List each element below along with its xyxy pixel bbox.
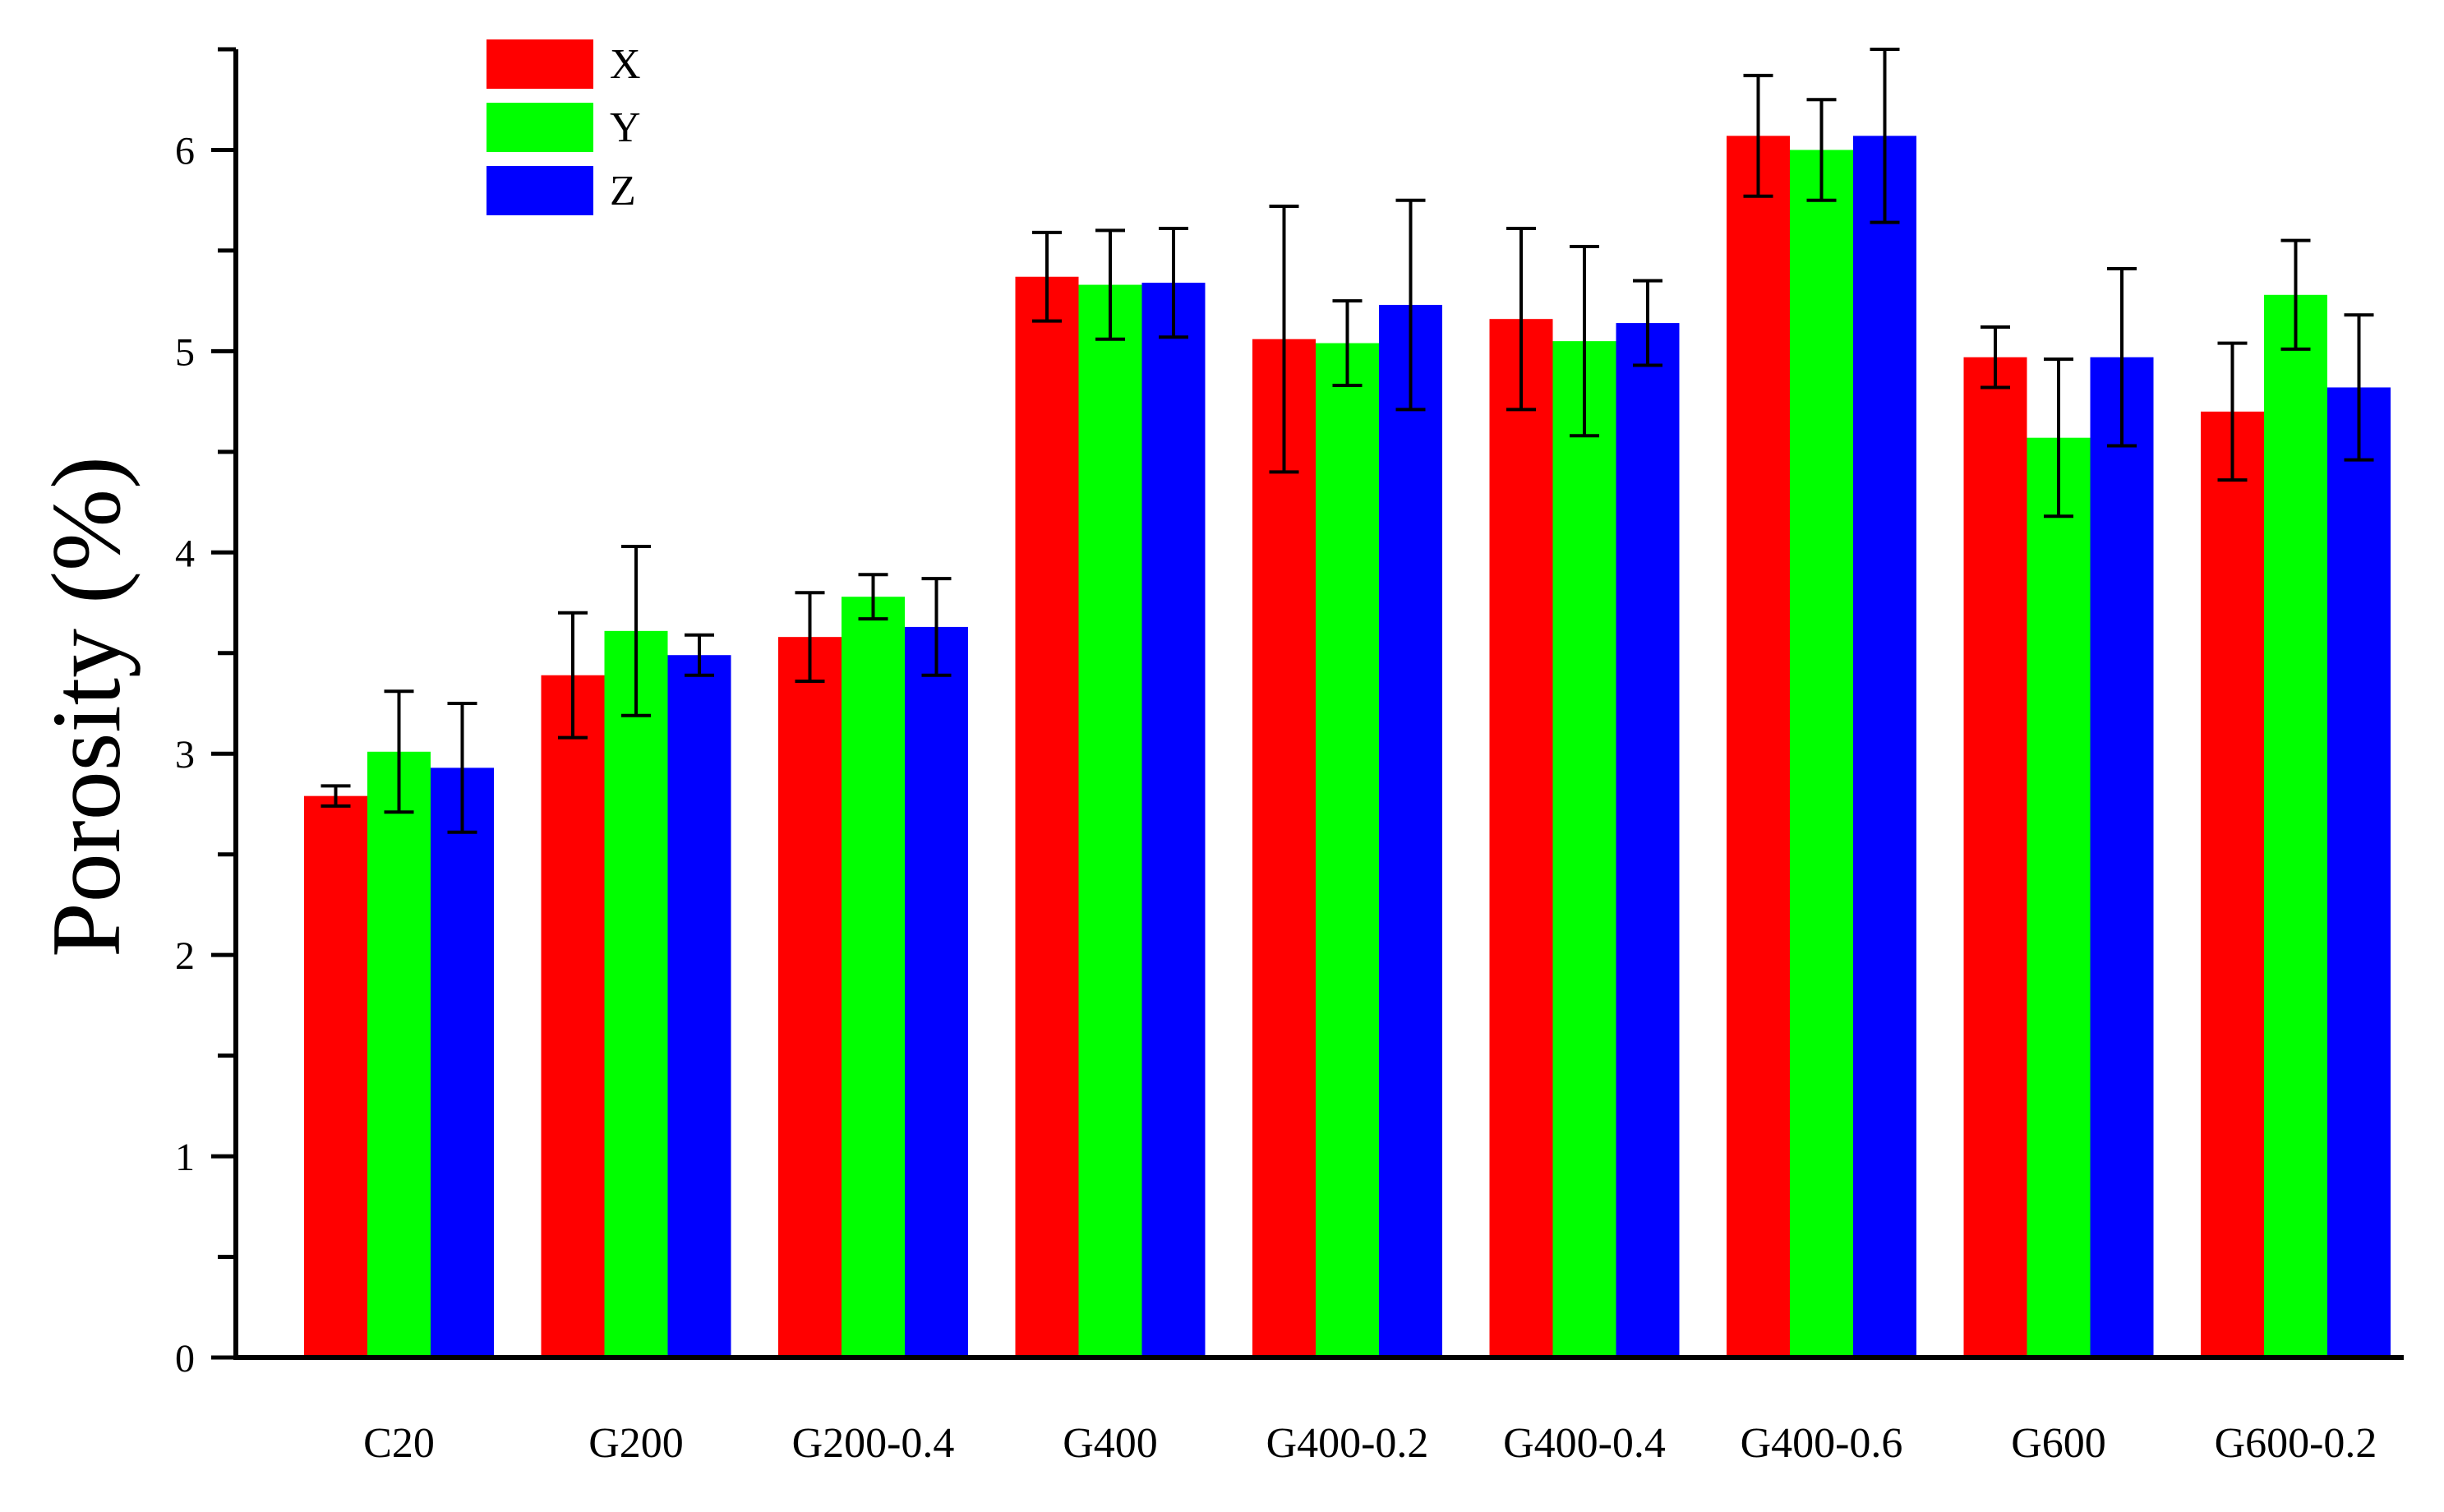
bar-x-g400-0.4 <box>1489 319 1553 1358</box>
bar-z-g400-0.2 <box>1379 305 1442 1358</box>
bar-y-g200 <box>604 630 668 1358</box>
y-tick-label-3: 3 <box>175 733 195 777</box>
bar-z-g200-0.4 <box>905 626 968 1358</box>
bar-z-g400-0.6 <box>1853 136 1916 1358</box>
legend-swatch-x <box>486 39 593 89</box>
bar-x-g200-0.4 <box>778 637 842 1358</box>
y-tick-label-0: 0 <box>175 1337 195 1381</box>
x-category-label-c20: C20 <box>363 1420 435 1467</box>
bar-z-g600-0.2 <box>2327 387 2391 1358</box>
bar-y-g400-0.4 <box>1552 341 1616 1358</box>
bar-x-g400-0.2 <box>1252 339 1316 1358</box>
bar-y-g400 <box>1078 284 1142 1358</box>
y-tick-label-1: 1 <box>175 1136 195 1179</box>
y-axis-title: Porosity (%) <box>31 456 141 957</box>
bar-x-g600 <box>1963 357 2027 1358</box>
legend-swatch-y <box>486 103 593 152</box>
x-category-label-g200: G200 <box>588 1420 684 1467</box>
axes-layer <box>211 47 2404 1360</box>
legend-label-x: X <box>610 41 641 88</box>
x-category-labels: C20 G200 G200-0.4 G400 G400-0.2 G400-0.4 G400-… <box>363 1420 2377 1467</box>
bar-y-g600 <box>2027 437 2091 1358</box>
bar-z-g600 <box>2090 357 2154 1358</box>
x-category-label-g600: G600 <box>2011 1420 2106 1467</box>
bar-z-g200 <box>667 655 731 1358</box>
bar-x-c20 <box>304 795 367 1358</box>
bar-z-g400-0.4 <box>1616 323 1680 1358</box>
x-category-label-g400-0.2: G400-0.2 <box>1266 1420 1429 1467</box>
bar-z-c20 <box>431 768 494 1358</box>
legend-label-z: Z <box>610 168 636 214</box>
bar-y-g200-0.4 <box>842 597 905 1358</box>
error-bars-layer <box>320 48 2374 834</box>
bar-z-g400 <box>1141 283 1206 1358</box>
legend-swatch-z <box>486 166 593 215</box>
y-tick-label-5: 5 <box>175 330 195 374</box>
x-category-label-g400-0.6: G400-0.6 <box>1741 1420 1903 1467</box>
x-category-label-g200-0.4: G200-0.4 <box>792 1420 955 1467</box>
bar-x-g400 <box>1015 276 1079 1358</box>
y-tick-label-4: 4 <box>175 532 195 575</box>
bars-layer <box>304 136 2391 1358</box>
legend-label-y: Y <box>610 104 641 151</box>
bar-y-c20 <box>367 751 431 1358</box>
x-category-label-g400-0.4: G400-0.4 <box>1503 1420 1666 1467</box>
legend: XYZ <box>486 39 641 215</box>
bar-x-g600-0.2 <box>2201 411 2264 1358</box>
bar-x-g200 <box>541 675 605 1358</box>
x-category-label-g400: G400 <box>1063 1420 1158 1467</box>
bar-y-g600-0.2 <box>2264 294 2327 1358</box>
bar-y-g400-0.2 <box>1316 343 1379 1358</box>
bar-x-g400-0.6 <box>1727 136 1790 1358</box>
y-tick-label-6: 6 <box>175 129 195 173</box>
bar-y-g400-0.6 <box>1790 150 1853 1358</box>
y-tick-labels: 0 1 2 3 4 5 6 <box>175 129 195 1381</box>
x-category-label-g600-0.2: G600-0.2 <box>2215 1420 2377 1467</box>
y-tick-label-2: 2 <box>175 934 195 978</box>
